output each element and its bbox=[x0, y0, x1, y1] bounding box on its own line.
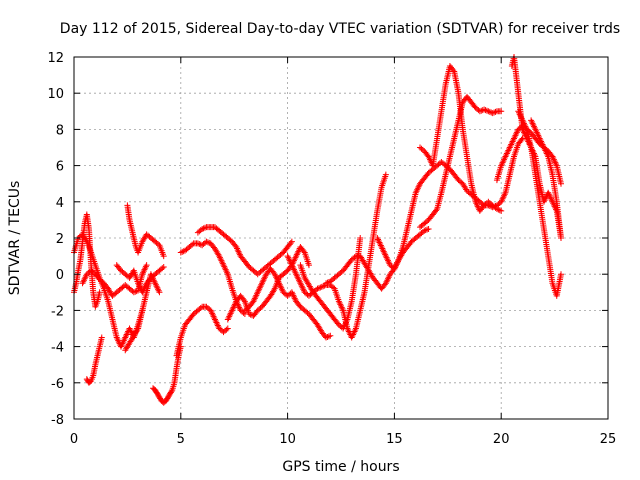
x-tick-label: 0 bbox=[70, 432, 78, 447]
x-tick-label: 20 bbox=[493, 432, 510, 447]
data-point bbox=[305, 262, 312, 269]
data-point bbox=[325, 333, 332, 340]
data-point bbox=[498, 108, 505, 115]
y-tick-label: -8 bbox=[51, 413, 64, 428]
data-point bbox=[160, 253, 167, 260]
data-point bbox=[318, 283, 325, 290]
x-axis-ticks: 0 5 10 15 20 25 bbox=[70, 57, 616, 447]
data-point bbox=[323, 334, 330, 341]
y-tick-label: -2 bbox=[51, 304, 64, 319]
data-point bbox=[199, 225, 206, 232]
data-point bbox=[134, 326, 141, 333]
data-point bbox=[197, 304, 204, 311]
data-point bbox=[450, 67, 457, 74]
data-point bbox=[168, 388, 175, 395]
y-tick-label: 12 bbox=[47, 51, 64, 66]
data-point bbox=[320, 283, 327, 290]
data-point bbox=[202, 224, 209, 231]
data-point bbox=[491, 109, 498, 116]
data-point bbox=[558, 271, 565, 278]
data-point bbox=[240, 296, 247, 303]
data-point bbox=[200, 225, 207, 232]
data-point bbox=[203, 238, 210, 245]
data-point bbox=[287, 239, 294, 246]
data-point bbox=[156, 289, 163, 296]
data-point bbox=[155, 241, 162, 248]
data-point bbox=[96, 289, 103, 296]
y-tick-label: 10 bbox=[47, 87, 64, 102]
data-point bbox=[300, 248, 307, 255]
data-point bbox=[204, 239, 211, 246]
data-point bbox=[270, 287, 277, 294]
data-point bbox=[330, 284, 337, 291]
y-tick-label: -4 bbox=[51, 341, 64, 356]
data-point bbox=[478, 107, 485, 114]
data-point bbox=[324, 333, 331, 340]
data-point bbox=[433, 207, 440, 214]
data-point bbox=[82, 237, 89, 244]
data-point bbox=[223, 326, 230, 333]
data-point bbox=[518, 136, 525, 143]
data-point bbox=[177, 249, 184, 256]
x-tick-label: 15 bbox=[386, 432, 403, 447]
data-point bbox=[496, 207, 503, 214]
data-points bbox=[71, 54, 565, 406]
chart-title: Day 112 of 2015, Sidereal Day-to-day VTE… bbox=[60, 21, 620, 37]
y-tick-label: 2 bbox=[56, 232, 64, 247]
x-tick-label: 5 bbox=[177, 432, 185, 447]
data-point bbox=[498, 207, 505, 214]
data-point bbox=[224, 325, 231, 332]
x-axis-label: GPS time / hours bbox=[282, 459, 399, 475]
data-point bbox=[424, 226, 431, 233]
data-point bbox=[189, 241, 196, 248]
data-point bbox=[425, 225, 432, 232]
data-point bbox=[493, 206, 500, 213]
data-point bbox=[489, 110, 496, 117]
data-point bbox=[482, 107, 489, 114]
data-point bbox=[132, 288, 139, 295]
data-point bbox=[246, 311, 253, 318]
y-tick-label: 0 bbox=[56, 268, 64, 283]
data-point bbox=[483, 107, 490, 114]
data-point bbox=[314, 285, 321, 292]
data-point bbox=[130, 289, 137, 296]
data-point bbox=[558, 235, 565, 241]
data-point bbox=[492, 108, 499, 115]
data-point bbox=[495, 206, 502, 213]
data-point bbox=[382, 171, 389, 178]
x-tick-label: 25 bbox=[600, 432, 617, 447]
y-tick-label: 8 bbox=[56, 123, 64, 138]
data-point bbox=[486, 108, 493, 115]
y-axis-ticks: -8 -6 -4 -2 0 2 4 6 8 10 12 bbox=[47, 51, 608, 428]
data-point bbox=[351, 254, 358, 261]
data-point bbox=[324, 279, 331, 286]
data-point bbox=[315, 285, 322, 292]
data-point bbox=[317, 284, 324, 291]
data-point bbox=[143, 262, 150, 269]
data-point bbox=[160, 263, 167, 270]
data-point bbox=[421, 227, 428, 234]
data-point bbox=[98, 334, 105, 341]
data-point bbox=[327, 332, 334, 339]
data-point bbox=[558, 180, 565, 187]
x-tick-label: 10 bbox=[279, 432, 296, 447]
data-point bbox=[288, 238, 295, 245]
data-point bbox=[476, 108, 483, 115]
y-tick-label: -6 bbox=[51, 377, 64, 392]
data-point bbox=[159, 265, 166, 272]
data-point bbox=[481, 106, 488, 113]
data-point bbox=[422, 227, 429, 234]
data-point bbox=[197, 241, 204, 248]
data-point bbox=[194, 240, 201, 247]
y-axis-label: SDTVAR / TECUs bbox=[7, 181, 23, 296]
y-tick-label: 6 bbox=[56, 160, 64, 175]
data-point bbox=[323, 280, 330, 287]
data-point bbox=[357, 235, 364, 241]
data-point bbox=[485, 108, 492, 115]
data-point bbox=[179, 248, 186, 255]
y-tick-label: 4 bbox=[56, 196, 64, 211]
